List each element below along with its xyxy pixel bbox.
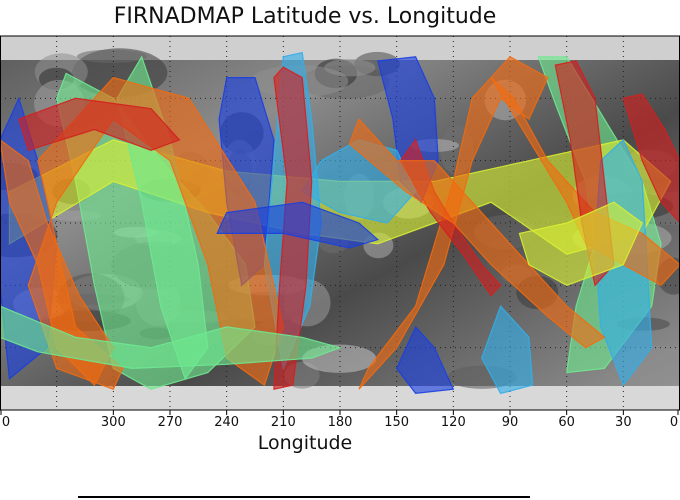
x-tick-label: 270: [157, 415, 183, 430]
footprint-orange-19: [0, 139, 114, 387]
footprint-blue-24: [216, 201, 380, 249]
x-tick-label: 150: [384, 415, 410, 430]
x-tick-label: 240: [214, 415, 240, 430]
footprint-cyan-9: [481, 304, 534, 395]
footprint-yellow-22: [518, 201, 643, 286]
footprint-blue-8: [396, 325, 455, 395]
tick-marks: [0, 410, 679, 415]
footprint-orange-21: [348, 117, 606, 349]
x-tick-label: 180: [327, 415, 353, 430]
footprint-red-20: [622, 93, 680, 224]
x-tick-label: 90: [501, 415, 519, 430]
x-tick-label: 0: [1, 415, 11, 430]
x-tick-label: 300: [100, 415, 126, 430]
x-tick-label: 120: [440, 415, 466, 430]
colorbar-rule: [78, 496, 530, 498]
x-tick-label: 30: [615, 415, 632, 430]
x-axis-label: Longitude: [257, 432, 353, 454]
x-tick-label: 210: [270, 415, 296, 430]
x-tick-label: 60: [558, 415, 575, 430]
x-tick-label: 0: [669, 415, 679, 430]
footprint-red-17: [18, 97, 181, 152]
basemap-patch: [324, 58, 376, 77]
footprint-green-23: [0, 305, 342, 370]
basemap-patch: [76, 49, 147, 63]
page-title: FIRNADMAP Latitude vs. Longitude: [113, 4, 497, 29]
footprint-layer: [0, 51, 680, 395]
